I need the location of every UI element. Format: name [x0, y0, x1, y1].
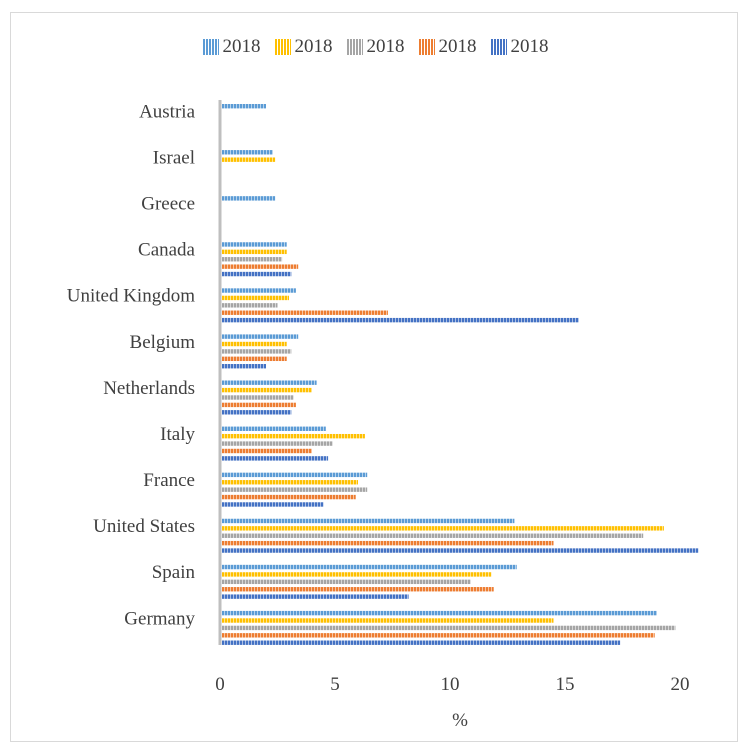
- bar-france-series-5: [222, 502, 324, 507]
- x-tick-label: 15: [556, 674, 575, 695]
- bar-canada-series-2: [222, 249, 287, 255]
- bar-spain-series-5: [222, 594, 409, 599]
- bar-netherlands-series-3: [222, 395, 294, 400]
- bar-france-series-3: [222, 487, 368, 492]
- x-tick-label: 5: [330, 674, 340, 695]
- bar-united-states-series-3: [222, 533, 644, 538]
- bar-united-kingdom-series-1: [222, 288, 296, 293]
- bar-belgium-series-5: [222, 364, 266, 369]
- bar-belgium-series-3: [222, 349, 292, 354]
- bar-france-series-4: [222, 494, 356, 500]
- bar-germany-series-4: [222, 633, 655, 638]
- bar-united-states-series-5: [222, 548, 699, 553]
- bar-united-kingdom-series-2: [222, 295, 289, 301]
- bar-belgium-series-4: [222, 356, 287, 362]
- bar-netherlands-series-4: [222, 402, 296, 408]
- bar-israel-series-1: [222, 150, 273, 155]
- legend-label-4: 2018: [438, 36, 477, 57]
- category-label: Austria: [139, 101, 196, 122]
- category-label: United States: [93, 516, 195, 537]
- legend: 2018 2018 2018 2018 2018: [0, 36, 751, 58]
- category-label: Canada: [138, 240, 196, 261]
- bar-united-kingdom-series-4: [222, 310, 388, 315]
- category-label: Germany: [124, 608, 195, 629]
- bar-united-states-series-1: [222, 518, 515, 524]
- bar-united-kingdom-series-5: [222, 317, 579, 323]
- bar-austria-series-1: [222, 104, 266, 109]
- bar-belgium-series-1: [222, 334, 299, 339]
- bar-france-series-2: [222, 480, 358, 485]
- legend-label-3: 2018: [366, 36, 405, 57]
- legend-swatch-4: [418, 39, 435, 55]
- bar-belgium-series-2: [222, 341, 287, 347]
- x-tick-label: 20: [671, 674, 690, 695]
- bar-germany-series-2: [222, 618, 554, 623]
- bar-netherlands-series-2: [222, 387, 312, 393]
- legend-item-3: 2018: [346, 36, 405, 58]
- bars-layer: [222, 104, 699, 645]
- bar-italy-series-1: [222, 426, 326, 431]
- bar-canada-series-4: [222, 264, 299, 269]
- x-tick-label: 0: [215, 674, 225, 695]
- legend-label-2: 2018: [294, 36, 333, 57]
- bar-germany-series-3: [222, 625, 676, 631]
- bar-italy-series-2: [222, 433, 365, 439]
- legend-item-5: 2018: [490, 36, 549, 58]
- bar-netherlands-series-5: [222, 410, 292, 415]
- bar-canada-series-1: [222, 242, 287, 247]
- bar-italy-series-4: [222, 448, 312, 454]
- bar-canada-series-5: [222, 271, 292, 277]
- category-label: Netherlands: [103, 378, 195, 399]
- bar-spain-series-1: [222, 564, 517, 570]
- x-tick-label: 10: [441, 674, 460, 695]
- legend-swatch-1: [202, 39, 219, 55]
- bar-israel-series-2: [222, 157, 276, 162]
- legend-swatch-5: [490, 39, 507, 55]
- bar-greece-series-1: [222, 196, 276, 201]
- bar-spain-series-2: [222, 572, 492, 577]
- legend-swatch-3: [346, 39, 363, 55]
- bar-germany-series-5: [222, 640, 621, 645]
- bar-canada-series-3: [222, 257, 283, 262]
- category-label: United Kingdom: [67, 286, 195, 307]
- bar-united-states-series-2: [222, 526, 664, 531]
- legend-item-4: 2018: [418, 36, 477, 58]
- bar-italy-series-5: [222, 456, 329, 461]
- legend-item-2: 2018: [274, 36, 333, 58]
- category-label: Spain: [152, 562, 196, 583]
- bar-netherlands-series-1: [222, 380, 317, 385]
- labels-layer: Austria Israel Greece Canada United Kingdom B…: [67, 101, 690, 695]
- bar-united-states-series-4: [222, 540, 554, 546]
- category-label: Italy: [160, 424, 195, 445]
- bar-france-series-1: [222, 472, 368, 478]
- legend-item-1: 2018: [202, 36, 261, 58]
- legend-swatch-2: [274, 39, 291, 55]
- category-label: Belgium: [130, 332, 196, 353]
- legend-label-1: 2018: [222, 36, 261, 57]
- category-label: France: [143, 470, 195, 491]
- legend-label-5: 2018: [510, 36, 549, 57]
- bar-spain-series-4: [222, 587, 494, 592]
- bar-italy-series-3: [222, 441, 333, 446]
- category-label: Greece: [141, 194, 195, 215]
- bar-spain-series-3: [222, 579, 471, 585]
- x-axis-title: %: [452, 710, 468, 731]
- bar-united-kingdom-series-3: [222, 303, 278, 308]
- bar-germany-series-1: [222, 610, 657, 616]
- category-label: Israel: [153, 147, 195, 168]
